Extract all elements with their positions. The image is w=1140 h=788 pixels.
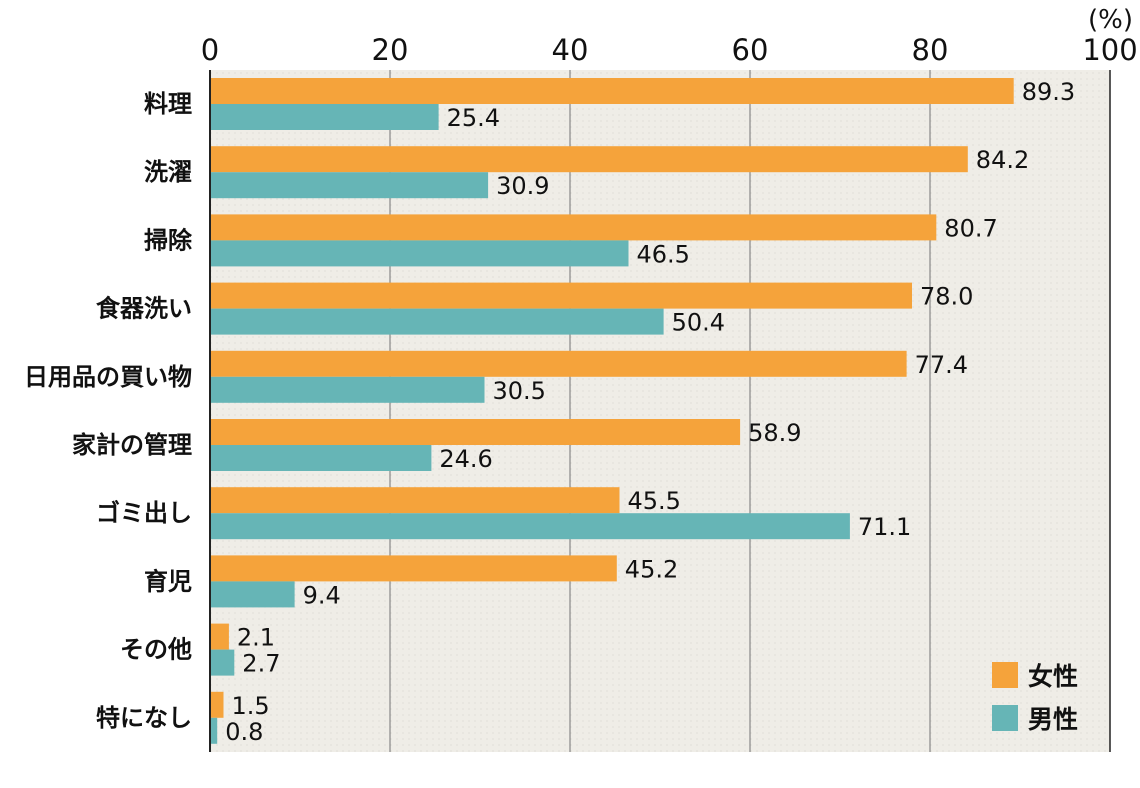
category-label: 家計の管理	[72, 431, 192, 459]
data-label: 50.4	[672, 309, 725, 337]
legend-swatch	[992, 662, 1018, 688]
x-tick-label: 20	[372, 33, 409, 67]
x-tick-label: 60	[732, 33, 769, 67]
data-label: 1.5	[232, 692, 270, 720]
data-label: 78.0	[920, 283, 973, 311]
axes: 0 20 40 60 80 100 料理洗濯掃除食器洗い日用品の買い物家計の管理ゴミ出し育児…	[24, 33, 1138, 752]
data-label: 46.5	[637, 240, 690, 268]
bar-male	[210, 649, 235, 676]
bar-female	[210, 146, 968, 173]
bars	[210, 78, 1014, 744]
data-label: 71.1	[858, 513, 911, 541]
bar-male	[210, 308, 664, 335]
data-label: 30.9	[496, 172, 549, 200]
bar-female	[210, 350, 907, 377]
bar-female	[210, 487, 620, 514]
bar-female	[210, 623, 229, 650]
bar-male	[210, 376, 485, 403]
category-label: その他	[120, 636, 192, 664]
x-tick-label: 80	[912, 33, 949, 67]
category-label: 食器洗い	[96, 295, 192, 323]
bar-female	[210, 214, 937, 241]
data-label: 77.4	[915, 351, 968, 379]
data-label: 84.2	[976, 146, 1029, 174]
legend-label: 男性	[1028, 705, 1078, 734]
category-label: 掃除	[144, 226, 193, 254]
data-label: 24.6	[439, 445, 492, 473]
legend-label: 女性	[1028, 662, 1078, 691]
data-label: 25.4	[447, 104, 500, 132]
bar-female	[210, 419, 741, 445]
category-label: ゴミ出し	[96, 499, 192, 527]
category-label: 洗濯	[144, 158, 192, 186]
bar-male	[210, 445, 432, 471]
bar-male	[210, 581, 295, 608]
category-label: 料理	[144, 90, 192, 118]
bar-female	[210, 555, 617, 582]
x-tick-label: 100	[1082, 33, 1137, 67]
data-label: 30.5	[493, 377, 546, 405]
bar-female	[210, 691, 224, 718]
x-tick-label: 0	[201, 33, 219, 67]
data-label: 2.7	[242, 650, 280, 678]
data-label: 89.3	[1022, 78, 1075, 106]
data-label: 0.8	[225, 718, 263, 746]
x-tick-label: 40	[552, 33, 589, 67]
bar-male	[210, 717, 218, 744]
unit-label: (%)	[1088, 5, 1133, 35]
data-label: 2.1	[237, 624, 275, 652]
data-label: 45.2	[625, 555, 678, 583]
bar-male	[210, 513, 850, 540]
bar-male	[210, 240, 629, 267]
data-label: 80.7	[944, 214, 997, 242]
data-label: 58.9	[748, 419, 801, 447]
bar-male	[210, 172, 489, 199]
value-labels: 89.3 25.4 84.2 30.9 80.7 46.5 78.0 50.4 77.4 30.5…	[225, 78, 1075, 746]
category-label: 特になし	[96, 704, 192, 732]
legend-swatch	[992, 705, 1018, 731]
bar-female	[210, 78, 1014, 104]
category-label: 日用品の買い物	[24, 363, 192, 391]
data-label: 9.4	[303, 581, 341, 609]
data-label: 45.5	[628, 487, 681, 515]
bar-female	[210, 282, 912, 309]
bar-male	[210, 104, 439, 130]
category-label: 育児	[144, 567, 192, 595]
